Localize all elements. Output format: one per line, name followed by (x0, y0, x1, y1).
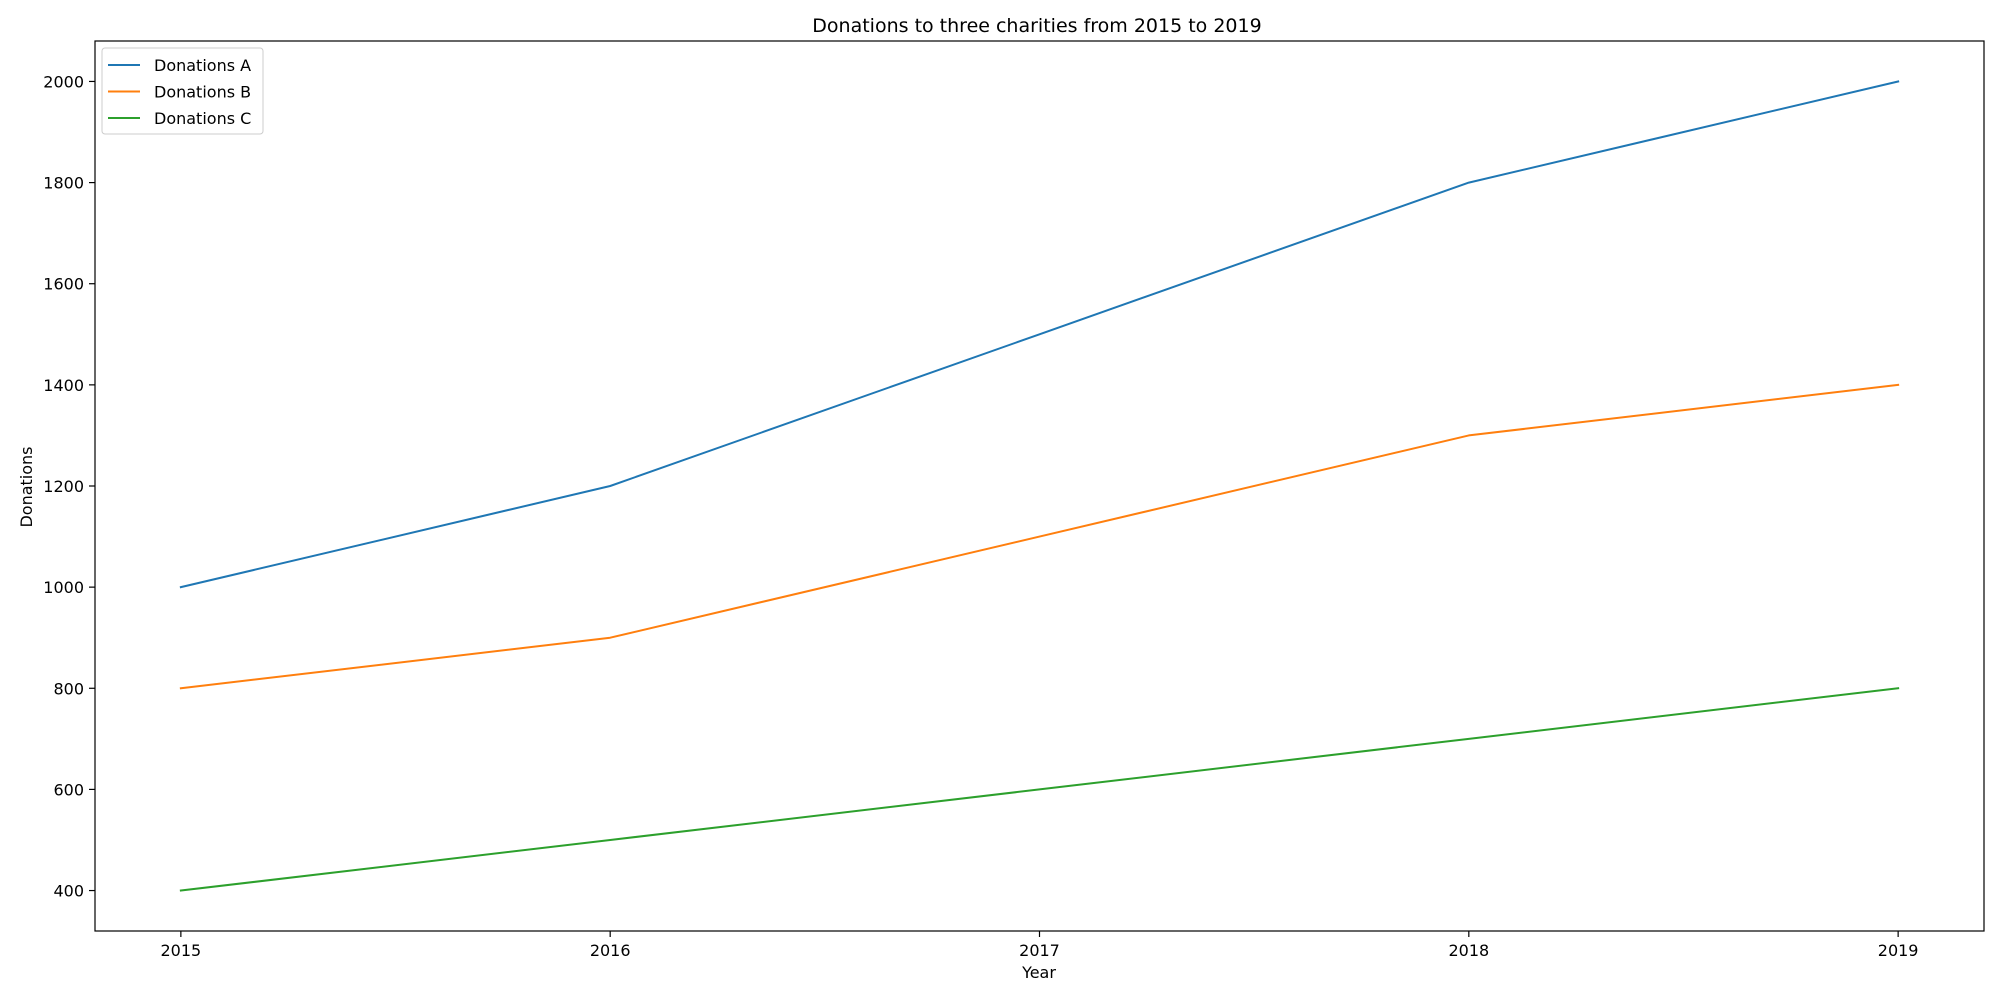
legend-label: Donations B (154, 83, 251, 102)
legend-label: Donations A (154, 56, 251, 75)
x-tick-label: 2018 (1448, 941, 1489, 960)
x-tick-label: 2017 (1019, 941, 1060, 960)
y-tick-label: 1000 (43, 578, 84, 597)
y-tick-label: 400 (53, 882, 84, 901)
x-axis-label: Year (1021, 963, 1056, 982)
plot-area (94, 40, 1985, 932)
y-axis-label: Donations (17, 446, 36, 527)
x-tick-label: 2019 (1878, 941, 1919, 960)
x-tick-label: 2016 (590, 941, 631, 960)
y-tick-label: 1200 (43, 477, 84, 496)
y-tick-label: 1400 (43, 376, 84, 395)
x-tick-label: 2015 (161, 941, 202, 960)
y-tick-label: 800 (53, 679, 84, 698)
series-line-donations-b (179, 383, 1900, 690)
y-tick-label: 1600 (43, 275, 84, 294)
x-axis: 2015 2016 2017 2018 2019 (161, 931, 1919, 960)
y-axis: 400 600 800 1000 1200 1400 1600 1800 2000 (43, 72, 95, 901)
y-tick-label: 1800 (43, 174, 84, 193)
y-tick-label: 2000 (43, 72, 84, 91)
plot-frame (94, 40, 1985, 932)
y-tick-label: 600 (53, 780, 84, 799)
legend-label: Donations C (154, 109, 251, 128)
legend-box (101, 47, 264, 135)
series-layer (179, 80, 1900, 892)
series-line-donations-c (179, 687, 1900, 892)
series-line-donations-a (179, 80, 1900, 589)
chart-title: Donations to three charities from 2015 t… (812, 15, 1261, 37)
legend: Donations A Donations B Donations C (101, 47, 264, 135)
